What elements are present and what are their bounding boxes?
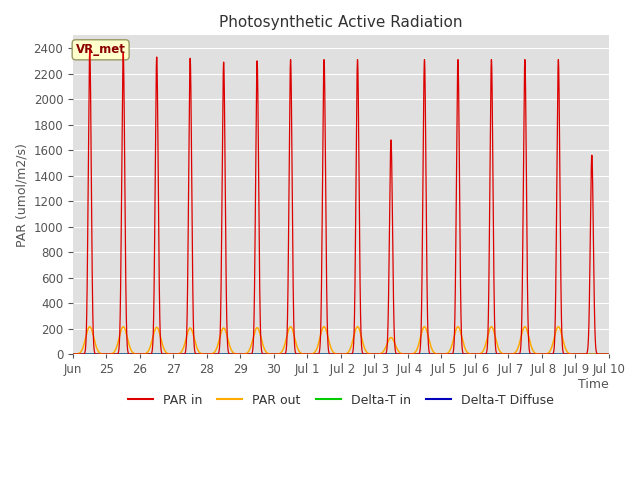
Y-axis label: PAR (umol/m2/s): PAR (umol/m2/s) <box>15 143 28 247</box>
X-axis label: Time: Time <box>578 378 609 391</box>
Title: Photosynthetic Active Radiation: Photosynthetic Active Radiation <box>219 15 463 30</box>
Text: VR_met: VR_met <box>76 43 125 56</box>
Legend: PAR in, PAR out, Delta-T in, Delta-T Diffuse: PAR in, PAR out, Delta-T in, Delta-T Dif… <box>123 389 559 412</box>
